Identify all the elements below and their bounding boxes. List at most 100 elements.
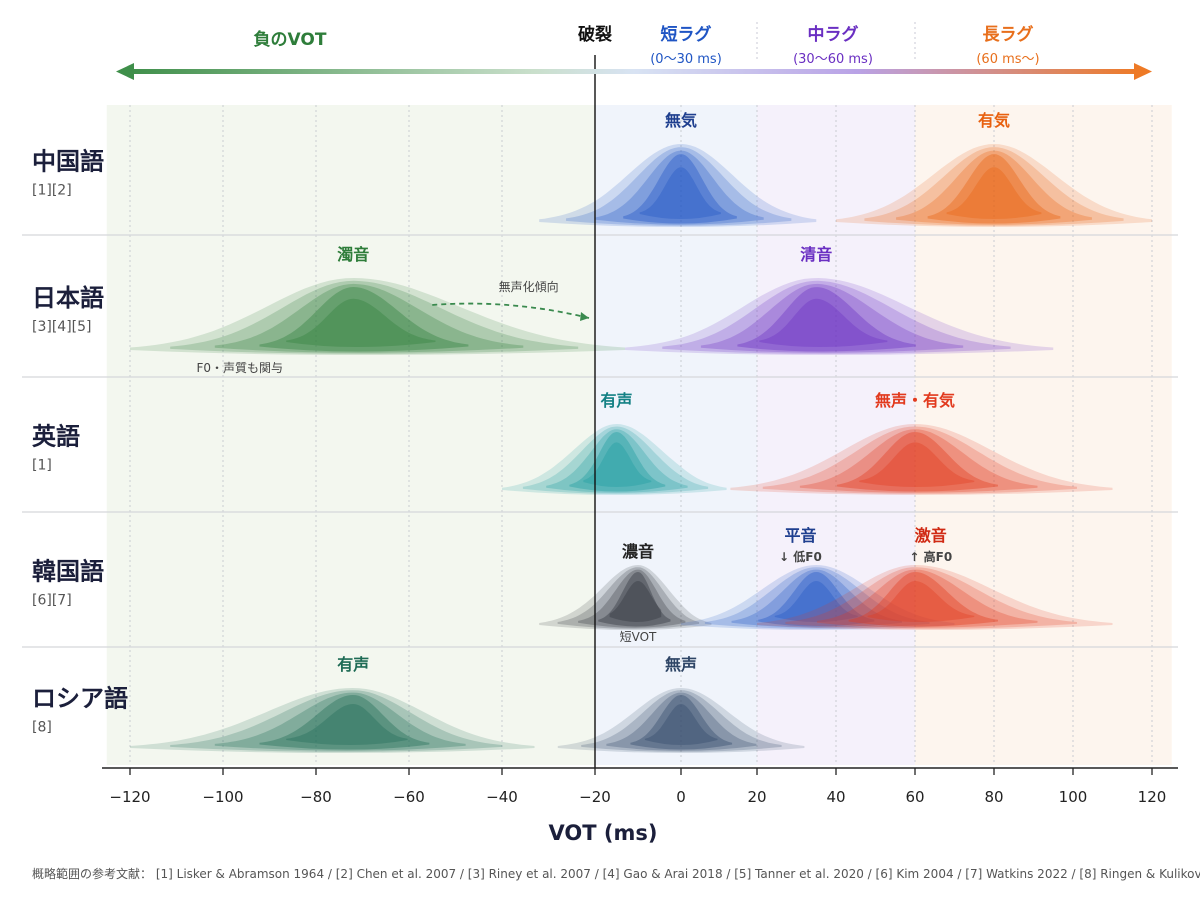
- zone-sub-long: (60 ms～): [976, 52, 1039, 67]
- distribution-layer: [700, 283, 964, 353]
- x-tick-label: 20: [747, 788, 766, 806]
- distribution-1-0: [130, 278, 626, 355]
- arrow-head: [580, 312, 589, 321]
- arrow-right-head: [1134, 63, 1152, 80]
- distribution-layer: [785, 567, 1077, 629]
- language-name: 英語: [32, 423, 80, 451]
- zone-backgrounds: [106, 105, 1172, 765]
- language-refs: [8]: [32, 720, 52, 736]
- zone-sub-short: (0～30 ms): [650, 52, 722, 67]
- distribution-layer: [170, 690, 502, 752]
- distribution-layer: [817, 569, 1038, 628]
- distribution-layer: [214, 283, 524, 353]
- x-tick-label: −60: [393, 788, 425, 806]
- distribution-layer: [502, 424, 727, 495]
- category-label: 有声: [600, 391, 632, 410]
- distribution-core: [583, 442, 652, 487]
- distribution-layer: [757, 565, 1113, 630]
- category-note: ↓ 低F0: [779, 549, 822, 564]
- zone-header: 破裂 負のVOT 短ラグ (0～30 ms) 中ラグ (30～60 ms) 長ラグ (60 m…: [116, 22, 1152, 768]
- distribution-core: [867, 581, 975, 622]
- distribution-layer: [704, 567, 930, 629]
- distribution-layer: [130, 278, 626, 355]
- distribution-layer: [569, 432, 666, 492]
- distribution-core: [644, 704, 718, 745]
- release-label: 破裂: [578, 24, 612, 45]
- annotation-devoicing: 無声化傾向: [499, 279, 559, 294]
- zone-bg-3: [915, 105, 1172, 765]
- distribution-4-1: [557, 688, 805, 753]
- language-refs: [1][2]: [32, 183, 72, 199]
- distribution-layer: [681, 565, 955, 630]
- zone-bg-0: [106, 105, 595, 765]
- arrow-left-head: [116, 63, 134, 80]
- distribution-core: [639, 167, 721, 219]
- distribution-layer: [259, 695, 430, 750]
- distribution-layer: [557, 567, 700, 629]
- distribution-layer: [799, 429, 1038, 493]
- distribution-layer: [758, 572, 875, 627]
- distribution-layer: [848, 572, 998, 627]
- distribution-layer: [522, 426, 709, 494]
- zone-title-mid: 中ラグ: [808, 24, 859, 45]
- distribution-layer: [598, 572, 671, 627]
- distribution-layer: [731, 569, 902, 628]
- language-name: 日本語: [32, 284, 104, 312]
- category-label: 濃音: [622, 542, 654, 561]
- distribution-layer: [837, 432, 998, 492]
- x-tick-label: 80: [984, 788, 1003, 806]
- x-tick-label: 0: [676, 788, 686, 806]
- distribution-layer: [539, 144, 817, 227]
- language-name: ロシア語: [32, 685, 128, 713]
- distribution-core: [286, 298, 436, 347]
- category-label: 有声: [337, 655, 369, 674]
- language-name: 中国語: [32, 148, 104, 176]
- distributions: [130, 144, 1152, 753]
- distribution-core: [609, 581, 662, 622]
- distribution-layer: [130, 688, 535, 753]
- row-separators: [22, 234, 1178, 648]
- x-tick-label: −40: [486, 788, 518, 806]
- distribution-layer: [259, 287, 469, 352]
- devoicing-arrow: [432, 302, 590, 319]
- distribution-4-0: [130, 688, 535, 753]
- distribution-layer: [730, 424, 1113, 495]
- distribution-core: [859, 442, 975, 487]
- references-footer: 概略範囲の参考文献： [1] Lisker & Abramson 1964 / …: [32, 866, 1200, 881]
- distribution-2-0: [502, 424, 727, 495]
- distribution-layer: [546, 429, 688, 493]
- zone-title-long: 長ラグ: [983, 24, 1034, 45]
- x-tick-label: −120: [109, 788, 150, 806]
- distribution-layer: [539, 565, 712, 630]
- x-axis-title: VOT (ms): [549, 821, 658, 845]
- zone-title-short: 短ラグ: [661, 24, 712, 45]
- language-name: 韓国語: [32, 558, 104, 586]
- category-label: 無声・有気: [875, 391, 955, 410]
- distribution-layer: [662, 280, 1011, 354]
- distribution-3-2: [757, 565, 1113, 630]
- x-tick-label: −100: [202, 788, 243, 806]
- distribution-core: [946, 167, 1042, 219]
- distribution-layer: [557, 688, 805, 753]
- distribution-layer: [737, 287, 916, 352]
- zone-sub-mid: (30～60 ms): [793, 52, 873, 67]
- distribution-layer: [927, 154, 1061, 224]
- distribution-0-1: [836, 144, 1152, 227]
- distribution-core: [774, 581, 858, 622]
- category-label: 激音: [915, 526, 947, 545]
- x-tick-label: 60: [905, 788, 924, 806]
- category-label: 無声: [665, 655, 697, 674]
- distribution-layer: [630, 695, 733, 750]
- annotation-note: F0・声質も関与: [196, 360, 283, 375]
- language-refs: [6][7]: [32, 593, 72, 609]
- language-refs: [3][4][5]: [32, 319, 92, 335]
- distribution-layer: [623, 154, 737, 224]
- category-label: 有気: [978, 111, 1010, 130]
- zone-bg-1: [595, 105, 757, 765]
- distribution-layer: [625, 278, 1054, 355]
- x-tick-label: 120: [1138, 788, 1167, 806]
- distribution-core: [759, 298, 888, 347]
- category-note: 短VOT: [620, 630, 657, 644]
